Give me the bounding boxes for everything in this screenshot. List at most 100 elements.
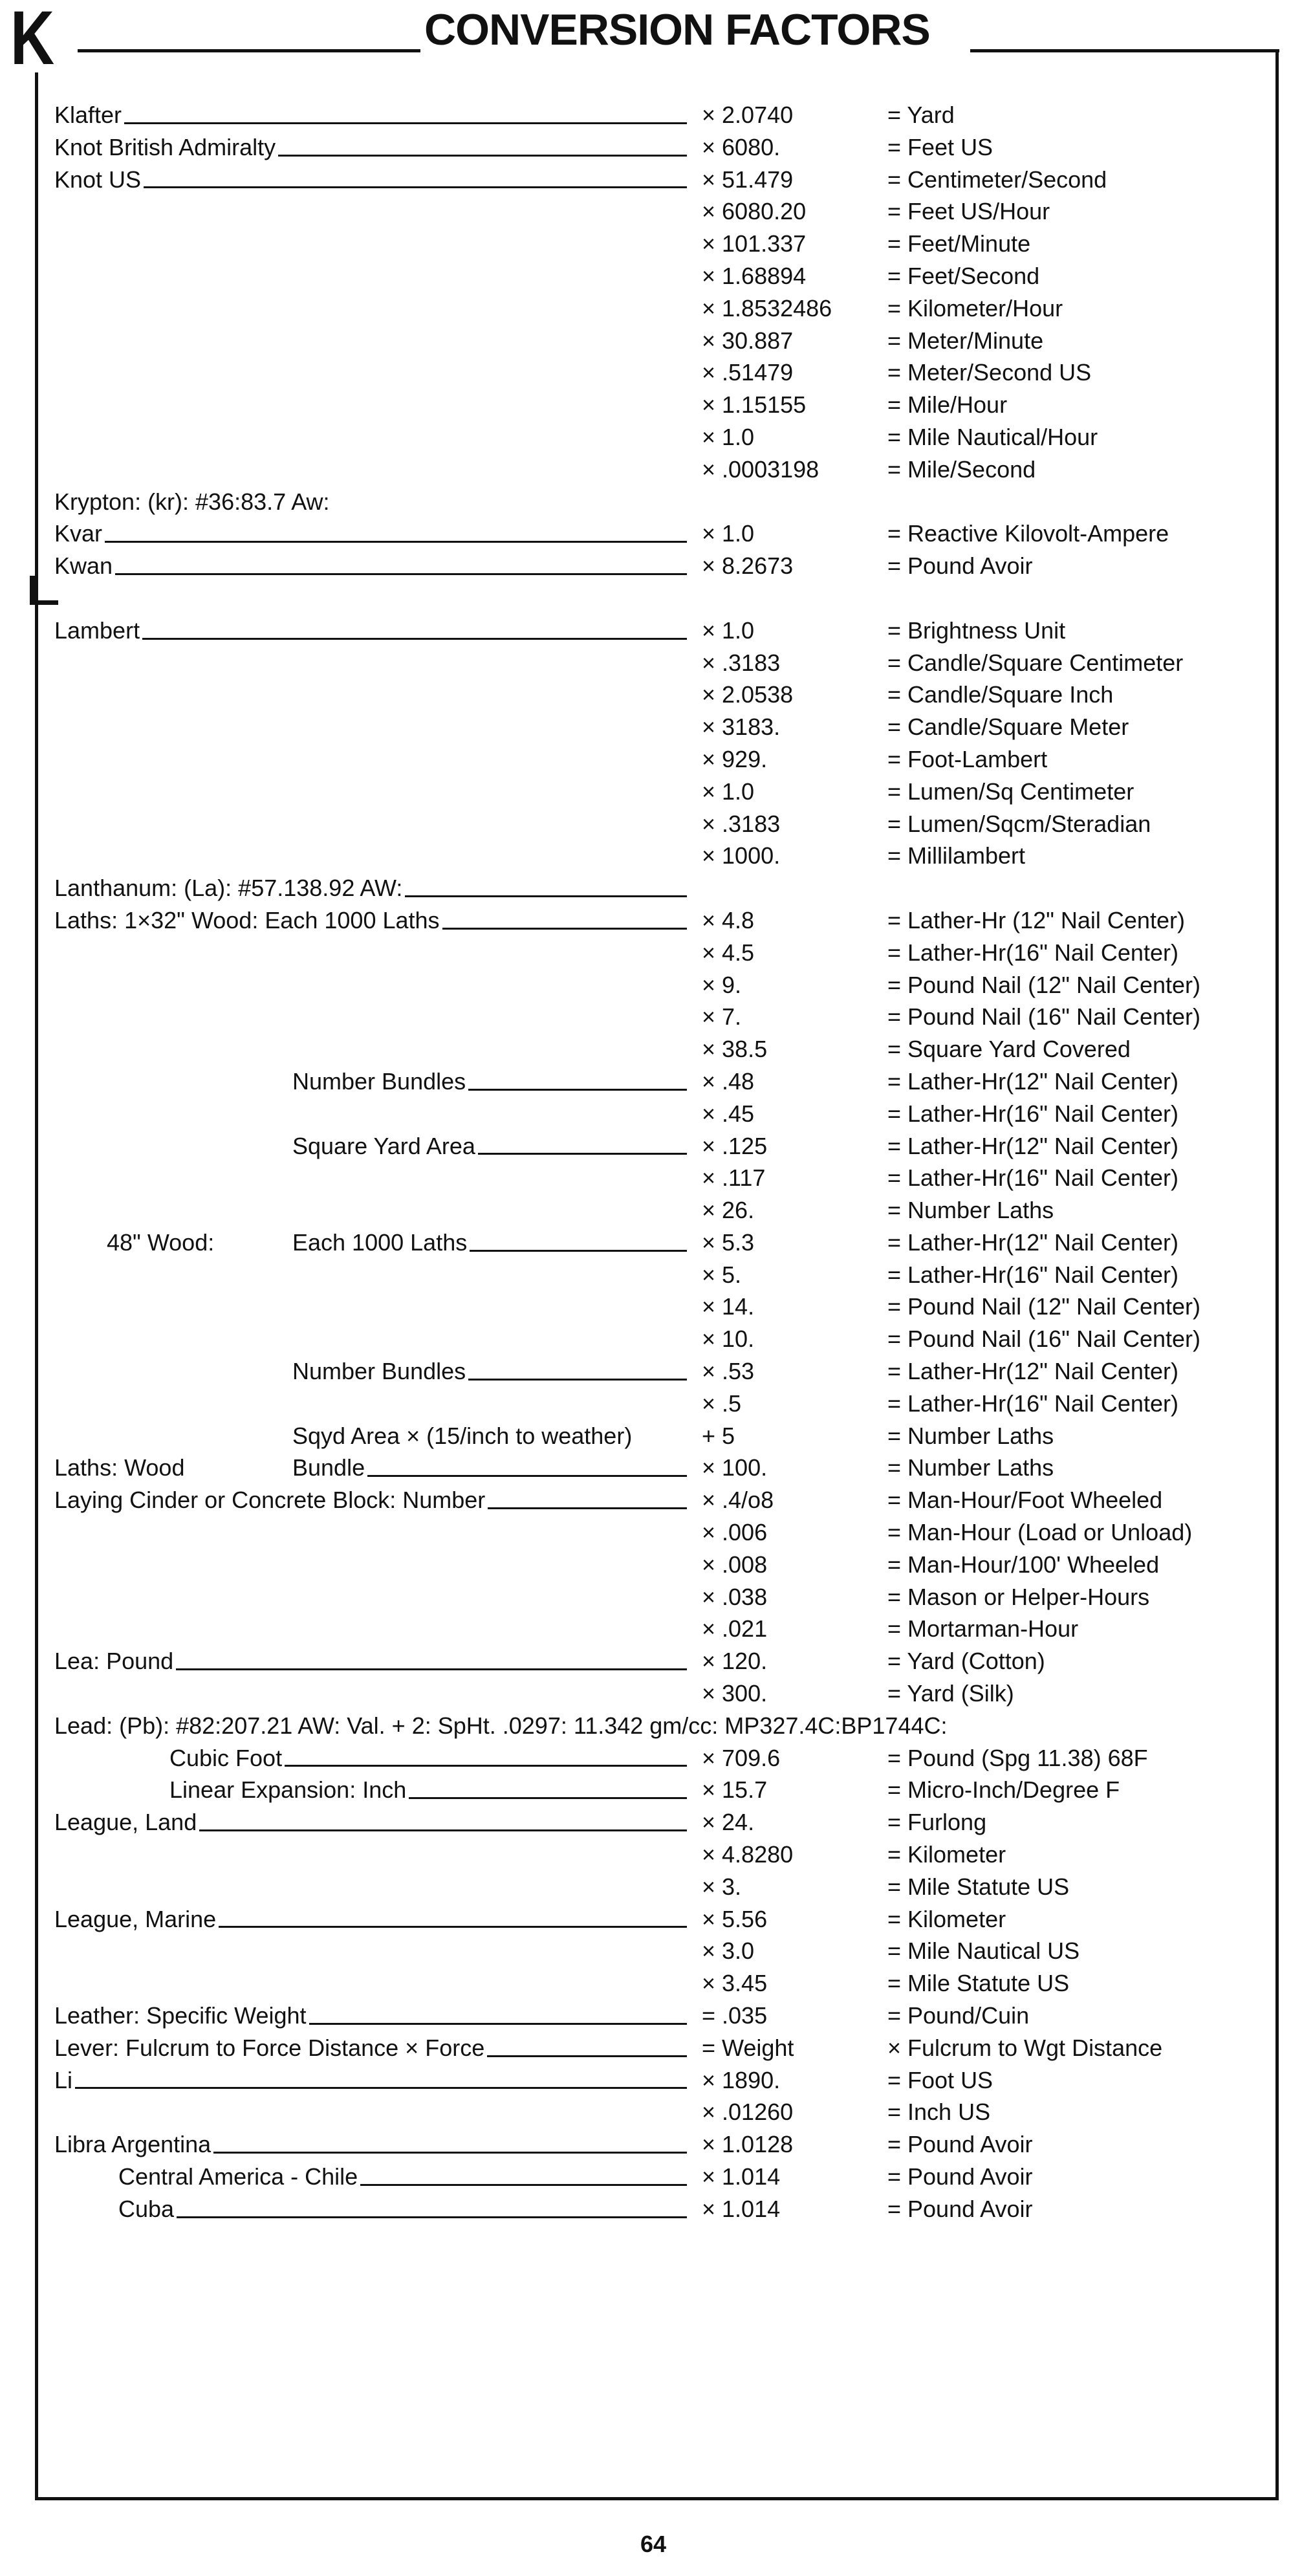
table-row: × .3183 = Lumen/Sqcm/Steradian — [0, 808, 1313, 840]
table-row: × 929. = Foot-Lambert — [0, 743, 1313, 776]
table-row: × .021 = Mortarman-Hour — [0, 1613, 1313, 1645]
table-row: × 10. = Pound Nail (16" Nail Center) — [0, 1323, 1313, 1355]
result-unit: = Lather-Hr(16" Nail Center) — [887, 1390, 1178, 1417]
table-row: × 38.5 = Square Yard Covered — [0, 1033, 1313, 1065]
table-row: × 101.337 = Feet/Minute — [0, 228, 1313, 260]
result-unit: = Centimeter/Second — [887, 166, 1107, 193]
factor: × 1.8532486 — [702, 294, 832, 322]
result-unit: = Number Laths — [887, 1422, 1054, 1449]
entry-name-area: Kwan — [54, 550, 687, 582]
table-row: 48" Wood: Each 1000 Laths × 5.3 = Lather-Hr… — [0, 1227, 1313, 1259]
table-row: × .117 = Lather-Hr(16" Nail Center) — [0, 1162, 1313, 1194]
leader-line — [213, 2152, 687, 2154]
table-row: Cubic Foot × 709.6 = Pound (Spg 11.38) 68F — [0, 1742, 1313, 1774]
result-unit: = Pound Avoir — [887, 552, 1033, 580]
factor: × 300. — [702, 1680, 768, 1707]
entry-name: Number Bundles — [292, 1358, 466, 1385]
factor: × 10. — [702, 1326, 755, 1353]
leader-line — [470, 1249, 687, 1252]
factor: × .3183 — [702, 649, 781, 676]
section-letter-l — [30, 576, 62, 608]
page-title: CONVERSION FACTORS — [420, 6, 934, 53]
entry-name-area: Lanthanum: (La): #57.138.92 AW: — [54, 872, 687, 904]
result-unit: = Pound Avoir — [887, 2195, 1033, 2222]
table-row: × .0003198 = Mile/Second — [0, 453, 1313, 486]
table-row: Leather: Specific Weight = .035 = Pound/Cu… — [0, 2000, 1313, 2032]
table-row: Laths: 1×32" Wood: Each 1000 Laths × 4.8 =… — [0, 904, 1313, 937]
leader-line — [144, 186, 687, 189]
entry-name-area: Lea: Pound — [54, 1645, 687, 1677]
factor: × 1.0 — [702, 617, 755, 644]
factor: × 38.5 — [702, 1036, 768, 1063]
table-row: × .038 = Mason or Helper-Hours — [0, 1581, 1313, 1613]
leader-line — [115, 573, 687, 575]
table-row: Number Bundles × .53 = Lather-Hr(12" Nail … — [0, 1355, 1313, 1388]
leader-line — [367, 1475, 687, 1478]
factor: × .0003198 — [702, 455, 819, 483]
factor: × 1.014 — [702, 2195, 781, 2222]
result-unit: = Mile Statute US — [887, 1970, 1070, 1997]
table-row: × 3. = Mile Statute US — [0, 1871, 1313, 1903]
box-border-left — [35, 72, 38, 2500]
result-unit: × Fulcrum to Wgt Distance — [887, 2034, 1163, 2061]
result-unit: = Lather-Hr(16" Nail Center) — [887, 1100, 1178, 1127]
factor: × 4.8280 — [702, 1841, 794, 1868]
factor: × 1.0 — [702, 520, 755, 547]
result-unit: = Pound Nail (16" Nail Center) — [887, 1326, 1201, 1353]
entry-subname: Bundle — [292, 1454, 365, 1481]
result-unit: = Meter/Second US — [887, 359, 1092, 386]
factor: × 30.887 — [702, 327, 794, 354]
leader-line — [468, 1088, 687, 1091]
result-unit: = Square Yard Covered — [887, 1036, 1131, 1063]
factor: × 100. — [702, 1454, 768, 1481]
entry-name-area: Cubic Foot — [169, 1742, 687, 1774]
factor: × 120. — [702, 1648, 768, 1675]
entry-name: Klafter — [54, 102, 122, 128]
leader-line — [142, 637, 687, 640]
entry-name-area: Sqyd Area × (15/inch to weather) — [292, 1420, 632, 1452]
entry-name: Libra Argentina — [54, 2131, 212, 2158]
entry-name-area: Lever: Fulcrum to Force Distance × Force — [54, 2032, 687, 2064]
entry-name-area: Laths: 1×32" Wood: Each 1000 Laths — [54, 904, 687, 937]
leader-line — [405, 895, 687, 897]
entry-name-area: Lambert — [54, 615, 687, 647]
result-unit: = Pound Nail (12" Nail Center) — [887, 1293, 1201, 1320]
factor: × 9. — [702, 971, 742, 998]
entry-name-area: League, Land — [54, 1806, 687, 1839]
entry-name: Central America - Chile — [118, 2163, 358, 2190]
entry-name-area: Klafter — [54, 99, 687, 131]
table-row: Lambert × 1.0 = Brightness Unit — [0, 615, 1313, 647]
factor: × 3183. — [702, 714, 781, 741]
factor: = Weight — [702, 2034, 794, 2061]
factor: × 4.8 — [702, 906, 755, 933]
table-row: × 4.8280 = Kilometer — [0, 1839, 1313, 1871]
result-unit: = Feet US — [887, 133, 993, 160]
entry-name: 48" Wood: — [107, 1228, 215, 1256]
result-unit: = Pound Avoir — [887, 2163, 1033, 2190]
factor: × .3183 — [702, 810, 781, 837]
factor: × 5.3 — [702, 1228, 755, 1256]
entry-name-area: League, Marine — [54, 1903, 687, 1936]
table-row: Kvar × 1.0 = Reactive Kilovolt-Ampere — [0, 518, 1313, 550]
result-unit: = Mile Statute US — [887, 1873, 1070, 1900]
entry-name: Lever: Fulcrum to Force Distance × Force — [54, 2034, 485, 2061]
factor: × 1.0 — [702, 423, 755, 450]
factor: × .48 — [702, 1067, 755, 1095]
table-row: Linear Expansion: Inch × 15.7 = Micro-Inch… — [0, 1774, 1313, 1806]
factor: × .53 — [702, 1358, 755, 1385]
title-rule-right — [970, 49, 1279, 52]
result-unit: = Furlong — [887, 1809, 987, 1836]
table-row: Sqyd Area × (15/inch to weather) + 5 = Num… — [0, 1420, 1313, 1452]
factor: × .01260 — [702, 2099, 794, 2126]
table-row: Li × 1890. = Foot US — [0, 2064, 1313, 2097]
table-row: League, Marine × 5.56 = Kilometer — [0, 1903, 1313, 1936]
table-row: Cuba × 1.014 = Pound Avoir — [0, 2193, 1313, 2225]
table-row: Klafter × 2.0740 = Yard — [0, 99, 1313, 131]
result-unit: = Pound (Spg 11.38) 68F — [887, 1744, 1148, 1771]
table-row: × 1.0 = Lumen/Sq Centimeter — [0, 776, 1313, 808]
entry-subname: Each 1000 Laths — [292, 1228, 468, 1256]
result-unit: = Number Laths — [887, 1454, 1054, 1481]
factor: × 1.68894 — [702, 262, 807, 289]
result-unit: = Mile/Hour — [887, 391, 1008, 419]
result-unit: = Mortarman-Hour — [887, 1615, 1079, 1643]
